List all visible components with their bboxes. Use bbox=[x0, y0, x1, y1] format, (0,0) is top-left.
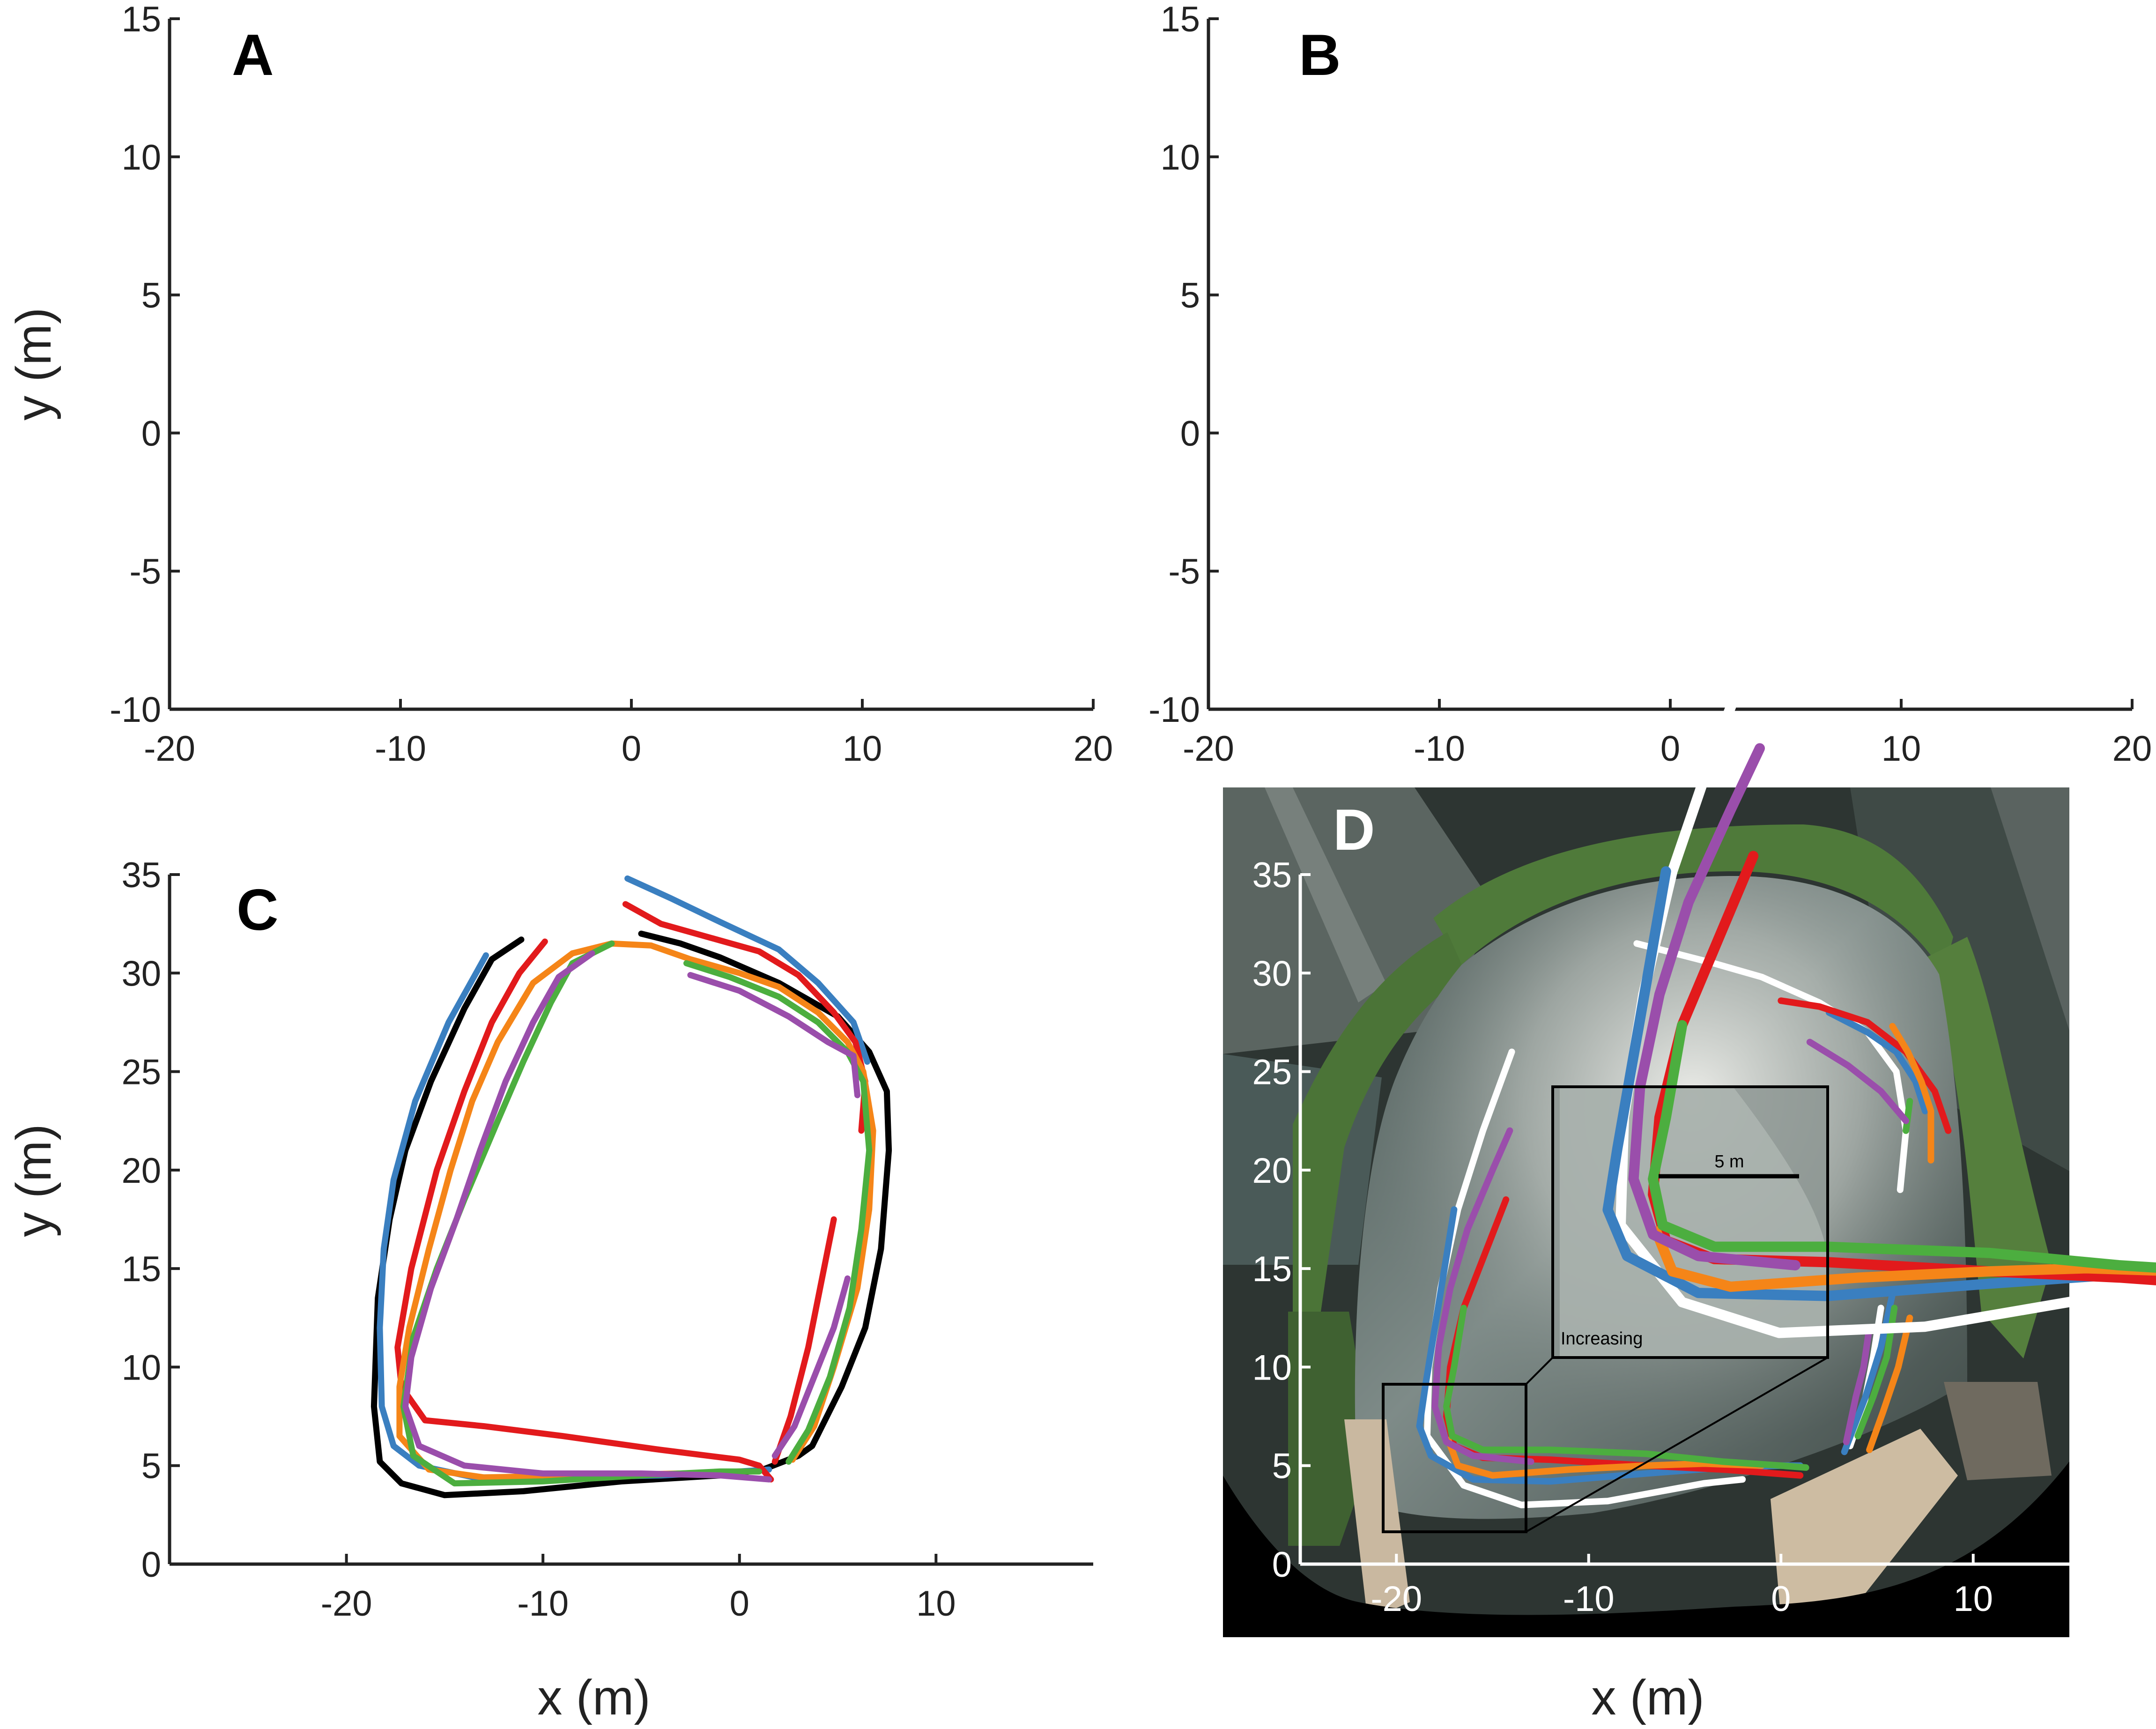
panel-label-d: D bbox=[1333, 798, 1375, 862]
trajectory-line bbox=[402, 950, 772, 1483]
y-tick-label: 25 bbox=[121, 1053, 161, 1092]
y-tick-label: 5 bbox=[1180, 276, 1200, 316]
x-tick-label: -20 bbox=[144, 729, 195, 769]
x-tick-label: -20 bbox=[1371, 1579, 1422, 1619]
trajectory-line bbox=[771, 1216, 837, 1465]
y-tick-label: 20 bbox=[121, 1151, 161, 1191]
x-tick-label: 0 bbox=[730, 1584, 749, 1624]
y-tick-label: 15 bbox=[121, 0, 161, 39]
trajectory-line bbox=[1778, 997, 1952, 1134]
trajectory-line bbox=[624, 875, 870, 1065]
increasing-annotation: Increasing bbox=[1561, 1329, 1643, 1349]
x-tick-label: 20 bbox=[1074, 729, 1113, 769]
y-tick-label: 15 bbox=[121, 1249, 161, 1289]
trajectory-line bbox=[1431, 1127, 1534, 1465]
x-tick-label: 10 bbox=[916, 1584, 956, 1624]
panel-label-a: A bbox=[232, 23, 274, 88]
trajectory-line bbox=[1843, 1324, 1873, 1446]
x-tick-label: 10 bbox=[843, 729, 882, 769]
y-tick-label: 5 bbox=[141, 276, 161, 316]
x-tick-label: -10 bbox=[375, 729, 426, 769]
y-tick-label: 5 bbox=[1272, 1447, 1292, 1486]
trajectory-line bbox=[1841, 1291, 1896, 1455]
x-axis-label: x (m) bbox=[537, 1670, 650, 1725]
trajectory-line bbox=[1806, 1039, 1910, 1124]
y-tick-label: 35 bbox=[121, 855, 161, 895]
inset-trajectory-line bbox=[1648, 1020, 2156, 1273]
trajectory-line bbox=[683, 960, 873, 1465]
y-tick-label: 25 bbox=[1252, 1053, 1292, 1092]
y-tick-label: 0 bbox=[141, 1545, 161, 1585]
zoom-region-box bbox=[1382, 1383, 1527, 1533]
x-tick-label: -10 bbox=[517, 1584, 569, 1624]
y-tick-label: 35 bbox=[1252, 855, 1292, 895]
x-tick-label: -20 bbox=[321, 1584, 372, 1624]
x-tick-label: 20 bbox=[2112, 729, 2152, 769]
y-tick-label: 0 bbox=[1180, 414, 1200, 453]
zoom-connector-line bbox=[1525, 1357, 1554, 1385]
trajectory-line bbox=[687, 972, 860, 1098]
y-tick-label: -5 bbox=[129, 552, 161, 592]
y-tick-label: 15 bbox=[1252, 1249, 1292, 1289]
y-tick-label: 5 bbox=[141, 1447, 161, 1486]
y-axis-label: y (m) bbox=[6, 307, 61, 420]
y-tick-label: 10 bbox=[1252, 1348, 1292, 1388]
x-axis-label: x (m) bbox=[1591, 1670, 1704, 1725]
panel-c: 0 5 10 15 20 25 30 35 -20 -10 0 10 C y (m) x (m) bbox=[6, 855, 1093, 1725]
y-tick-label: 30 bbox=[121, 954, 161, 994]
y-tick-label: -10 bbox=[1148, 690, 1200, 730]
trajectory-line bbox=[1443, 1305, 1809, 1471]
scale-bar-label: 5 m bbox=[1714, 1152, 1744, 1172]
y-tick-label: 30 bbox=[1252, 954, 1292, 994]
x-tick-label: 0 bbox=[1660, 729, 1680, 769]
zoom-connector-line bbox=[1525, 1357, 1829, 1533]
trajectory-line bbox=[771, 1275, 851, 1459]
y-tick-label: 10 bbox=[1160, 138, 1200, 178]
trajectory-line bbox=[400, 940, 763, 1487]
trajectory-line bbox=[1889, 1023, 1934, 1164]
x-tick-label: -10 bbox=[1563, 1579, 1615, 1619]
trajectory-line bbox=[394, 938, 774, 1483]
trajectory-line bbox=[1825, 1009, 1929, 1114]
y-axis-label: y (m) bbox=[6, 1124, 61, 1237]
trajectory-line bbox=[1423, 1048, 1746, 1508]
y-tick-label: -10 bbox=[110, 690, 161, 730]
x-tick-label: -20 bbox=[1183, 729, 1234, 769]
trajectory-line bbox=[1903, 1098, 1913, 1134]
trajectory-line bbox=[1445, 1437, 1765, 1479]
trajectory-line bbox=[1633, 940, 1910, 1193]
y-tick-label: -5 bbox=[1168, 552, 1200, 592]
inset-trajectory-line bbox=[1615, 620, 2156, 1338]
y-tick-label: 10 bbox=[121, 138, 161, 178]
y-tick-label: 10 bbox=[121, 1348, 161, 1388]
x-tick-label: 0 bbox=[1771, 1579, 1791, 1619]
panel-label-b: B bbox=[1299, 23, 1341, 88]
x-tick-label: 0 bbox=[622, 729, 641, 769]
x-tick-label: 10 bbox=[1882, 729, 1921, 769]
y-tick-label: 0 bbox=[1272, 1545, 1292, 1585]
y-tick-label: 20 bbox=[1252, 1151, 1292, 1191]
inset-trajectory-line bbox=[1651, 1226, 2156, 1292]
trajectory-line bbox=[1866, 1314, 1913, 1454]
y-tick-label: 0 bbox=[141, 414, 161, 453]
zoom-inset: 5 m Increasing bbox=[1551, 620, 2156, 1359]
y-tick-label: 15 bbox=[1160, 0, 1200, 39]
panel-label-c: C bbox=[237, 878, 279, 942]
x-tick-label: -10 bbox=[1414, 729, 1465, 769]
x-tick-label: 10 bbox=[1953, 1579, 1993, 1619]
